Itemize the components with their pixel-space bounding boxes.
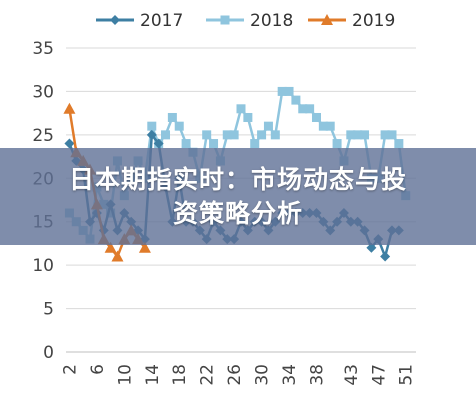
data-point [202,130,212,140]
y-tick-label: 35 [32,39,54,59]
data-point [332,139,342,149]
legend-marker [110,15,120,25]
title-banner: 日本期指实时：市场动态与投 资策略分析 [0,148,476,245]
data-point [236,104,246,114]
data-point [63,102,76,114]
x-tick-label: 34 [280,364,300,386]
data-point [284,86,294,96]
x-tick-label: 30 [253,364,273,386]
banner-title-line-2: 资策略分析 [172,198,303,228]
data-point [257,130,267,140]
data-point [325,121,335,131]
data-point [353,130,363,140]
data-point [174,121,184,131]
y-tick-label: 0 [43,343,54,363]
data-point [111,250,124,262]
y-tick-label: 25 [32,126,54,146]
x-tick-label: 2 [60,364,80,375]
data-point [167,112,177,122]
y-tick-label: 10 [32,256,54,276]
data-point [380,251,391,262]
x-tick-label: 43 [342,364,362,386]
data-point [181,139,191,149]
data-point [305,104,315,114]
x-tick-label: 26 [225,364,245,386]
data-point [243,112,253,122]
data-point [161,130,171,140]
data-point [270,130,280,140]
data-point [147,121,157,131]
data-point [360,130,370,140]
data-point [394,139,404,149]
x-tick-label: 10 [115,364,135,386]
legend: 2017 2018 2019 [96,11,395,31]
x-tick-label: 47 [369,364,389,386]
data-point [366,242,377,253]
data-point [222,130,232,140]
legend-item-2017: 2017 [96,11,183,31]
y-tick-label: 5 [43,300,54,320]
data-point [229,130,239,140]
banner-title-line-1: 日本期指实时：市场动态与投 [68,164,407,194]
data-point [263,121,273,131]
data-point [250,139,260,149]
x-tick-label: 18 [170,364,190,386]
data-point [346,130,356,140]
data-point [298,104,308,114]
legend-label: 2019 [352,11,395,31]
data-point [209,139,219,149]
y-tick-label: 30 [32,82,54,102]
data-point [64,138,75,149]
data-point [318,121,328,131]
x-tick-label: 38 [307,364,327,386]
legend-marker [321,14,333,25]
legend-label: 2017 [140,11,183,31]
data-point [153,138,164,149]
legend-item-2019: 2019 [308,11,395,31]
x-tick-label: 6 [88,364,108,375]
x-tick-label: 14 [143,364,163,386]
data-point [380,130,390,140]
legend-label: 2018 [250,11,293,31]
legend-marker [220,15,230,25]
x-tick-label: 22 [198,364,218,386]
data-point [104,241,117,253]
x-tick-label: 51 [397,364,417,386]
data-point [146,129,157,140]
data-point [387,130,397,140]
data-point [138,241,151,253]
data-point [277,86,287,96]
data-point [311,112,321,122]
legend-item-2018: 2018 [206,11,293,31]
data-point [291,95,301,105]
